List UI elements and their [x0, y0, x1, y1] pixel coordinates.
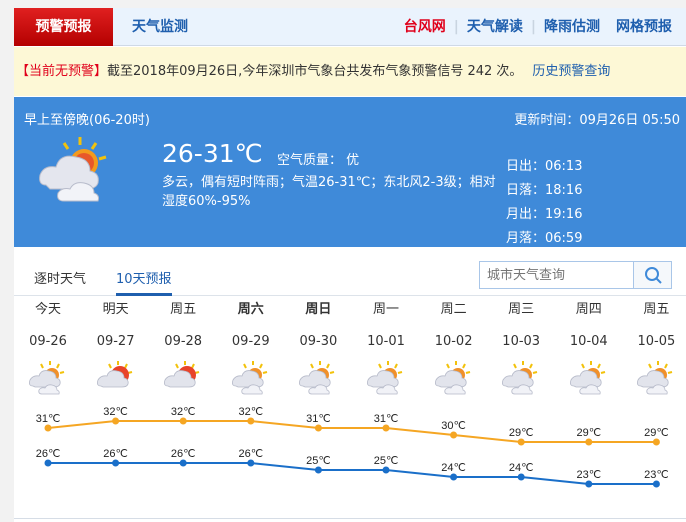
forecast-date: 10-03: [502, 334, 541, 349]
update-time: 更新时间：09月26日 05:50: [514, 113, 680, 128]
forecast-date: 10-01: [367, 334, 405, 349]
forecast-date: 10-04: [569, 334, 608, 349]
weather-widget: 预警预报 天气监测 台风网 | 天气解读 | 降雨估测 网格预报 【当前无预警】截至…: [14, 8, 686, 522]
link-rain-estimate[interactable]: 降雨估测: [544, 19, 600, 35]
tab-warning-forecast[interactable]: 预警预报: [14, 8, 113, 46]
warning-status: 【当前无预警】: [16, 64, 108, 79]
forecast-day: 周一: [372, 302, 399, 317]
cloudy-sun-icon: [622, 360, 686, 396]
link-grid-forecast[interactable]: 网格预报: [616, 19, 672, 35]
forecast-date: 09-26: [29, 334, 67, 349]
forecast-date: 09-29: [231, 334, 270, 349]
sunny-cloud-icon: [149, 360, 217, 396]
top-nav: 预警预报 天气监测 台风网 | 天气解读 | 降雨估测 网格预报: [14, 8, 686, 46]
tab-weather-monitoring[interactable]: 天气监测: [132, 19, 188, 35]
warning-text: 截至2018年09月26日,今年深圳市气象台共发布气象预警信号 242 次。: [107, 64, 523, 79]
forecast-day: 周日: [305, 302, 332, 317]
link-typhoon[interactable]: 台风网: [403, 19, 446, 35]
sunrise: 日出：06:13: [506, 159, 583, 174]
sunny-cloud-icon: [82, 360, 150, 396]
air-quality: 空气质量： 优: [277, 153, 360, 168]
weather-description: 多云，偶有短时阵雨；气温26-31℃；东北风2-3级；相对湿度60%-95%: [162, 175, 496, 209]
period-label: 早上至傍晚(06-20时): [24, 113, 150, 128]
sun-moon-times: 日出：06:13 日落：18:16 月出：19:16 月落：06:59: [506, 155, 686, 251]
cloudy-sun-icon: [420, 360, 488, 396]
tab-hourly[interactable]: 逐时天气: [34, 272, 87, 287]
current-weather-panel: 早上至傍晚(06-20时) 更新时间：09月26日 05:50 26-31℃ 空…: [14, 97, 686, 247]
search-button[interactable]: [633, 262, 671, 288]
city-search-input[interactable]: [480, 262, 633, 288]
cloudy-sun-icon: [487, 360, 555, 396]
forecast-date: 10-05: [637, 334, 676, 349]
current-temperature: 26-31℃: [162, 139, 263, 168]
cloudy-sun-icon: [284, 360, 352, 396]
city-search: [479, 261, 672, 289]
forecast-day: 周四: [575, 302, 602, 317]
divider: |: [453, 19, 459, 35]
history-warning-link[interactable]: 历史预警查询: [532, 64, 611, 79]
forecast-day: 周二: [440, 302, 467, 317]
forecast-day: 周五: [170, 302, 197, 317]
moonrise: 月出：19:16: [506, 207, 583, 222]
moonset: 月落：06:59: [506, 231, 583, 246]
tab-ten-day[interactable]: 10天预报: [116, 268, 172, 296]
divider: |: [530, 19, 536, 35]
forecast-day: 周五: [643, 302, 670, 317]
forecast-day: 周六: [237, 302, 264, 317]
link-weather-interpretation[interactable]: 天气解读: [466, 19, 523, 35]
forecast-date: 09-27: [96, 334, 135, 349]
forecast-day: 今天: [34, 302, 61, 317]
forecast-tabs: 逐时天气 10天预报: [14, 248, 686, 296]
search-icon: [644, 267, 662, 284]
cloudy-sun-icon: [352, 360, 420, 396]
cloudy-sun-icon: [555, 360, 623, 396]
forecast-day: 周三: [508, 302, 535, 317]
cloudy-sun-icon: [217, 360, 285, 396]
warning-bar: 【当前无预警】截至2018年09月26日,今年深圳市气象台共发布气象预警信号 2…: [14, 47, 686, 96]
forecast-date: 09-28: [164, 334, 203, 349]
forecast-day: 明天: [102, 302, 129, 317]
forecast-date: 09-30: [299, 334, 338, 349]
partly-cloudy-shower-icon: [39, 137, 107, 202]
bottom-divider: [14, 518, 686, 522]
cloudy-sun-icon: [14, 360, 82, 396]
forecast-date: 10-02: [434, 334, 473, 349]
sunset: 日落：18:16: [506, 183, 583, 198]
